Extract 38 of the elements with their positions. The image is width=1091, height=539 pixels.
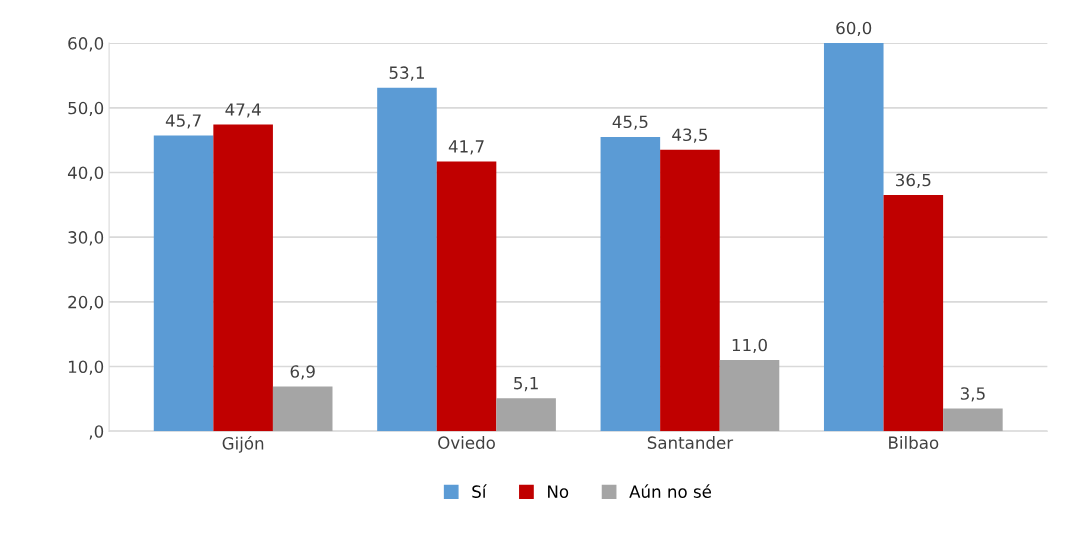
bar (213, 124, 273, 432)
data-label: 41,7 (448, 140, 484, 155)
data-label: 5,1 (514, 377, 538, 392)
legend-label: Aún no sé (629, 484, 712, 498)
data-label: 36,5 (896, 173, 931, 189)
x-tick-label: Oviedo (438, 436, 495, 449)
y-tick-label: 40,0 (67, 166, 104, 181)
data-label: 3,5 (960, 387, 985, 402)
legend-label: No (548, 485, 569, 498)
y-tick-label: 50,0 (68, 101, 104, 117)
data-label: 43,5 (672, 128, 708, 143)
bar (719, 360, 780, 432)
data-label: 47,4 (225, 103, 261, 118)
bar (377, 87, 437, 432)
data-label: 45,5 (612, 115, 648, 130)
y-tick-label: 30,0 (68, 231, 104, 246)
bar (272, 386, 333, 432)
data-label: 6,9 (290, 365, 315, 380)
y-tick-label: 20,0 (68, 295, 104, 311)
bar (823, 43, 884, 432)
y-tick-label: 10,0 (68, 360, 104, 375)
bar (496, 398, 556, 432)
bar (600, 136, 661, 432)
bar (883, 195, 944, 432)
y-tick-label: 60,0 (68, 37, 104, 52)
bar (660, 149, 720, 432)
data-label: 60,0 (836, 21, 872, 37)
bar (943, 408, 1003, 432)
data-label: 45,7 (165, 114, 201, 129)
bar (436, 161, 497, 432)
legend-label: Sí (472, 484, 487, 498)
y-tick-label: ,0 (89, 425, 104, 440)
bar (153, 135, 214, 432)
x-tick-label: Santander (647, 436, 734, 449)
data-label: 53,1 (389, 66, 424, 81)
data-label: 11,0 (732, 338, 767, 353)
x-tick-label: Gijón (222, 436, 264, 453)
x-tick-label: Bilbao (889, 436, 939, 449)
